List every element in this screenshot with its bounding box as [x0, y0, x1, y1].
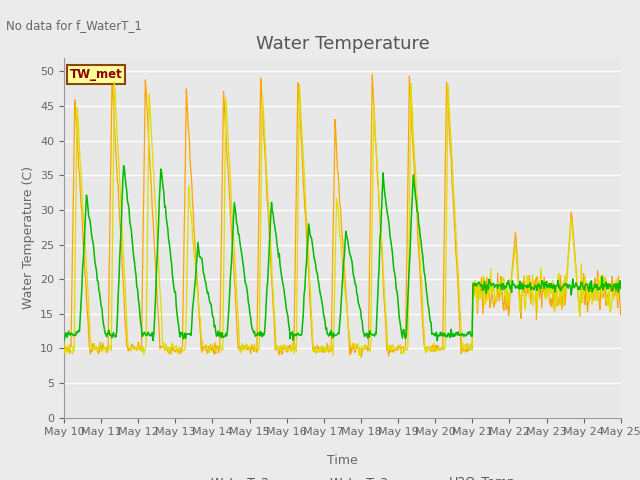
Title: Water Temperature: Water Temperature [255, 35, 429, 53]
Legend: WaterT_2, WaterT_3, H2O_Temp: WaterT_2, WaterT_3, H2O_Temp [164, 471, 520, 480]
Text: No data for f_WaterT_1: No data for f_WaterT_1 [6, 19, 142, 32]
Text: Time: Time [327, 454, 358, 467]
Text: TW_met: TW_met [70, 68, 122, 82]
Y-axis label: Water Temperature (C): Water Temperature (C) [22, 166, 35, 309]
